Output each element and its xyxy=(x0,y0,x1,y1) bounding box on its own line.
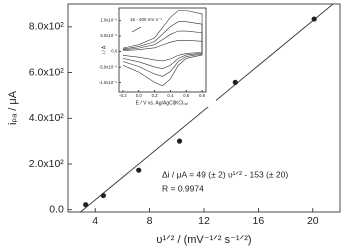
x-tick-label: 16 xyxy=(253,215,265,227)
cv-curve xyxy=(122,40,203,62)
data-point xyxy=(311,16,317,22)
y-tick-label: -5.0x10⁻⁶ xyxy=(99,64,118,69)
inset-x-label: E / V vs. Ag/AgCl|KClₛₐₜ xyxy=(136,100,189,106)
y-tick-label: 4.0x10² xyxy=(29,112,65,124)
x-tick-label: 4 xyxy=(92,215,98,227)
y-tick-label: -1.0x10⁻⁵ xyxy=(99,80,118,85)
y-tick-label: 8.0x10² xyxy=(29,21,65,33)
x-tick-label: 8 xyxy=(147,215,153,227)
inset-curves xyxy=(122,10,203,87)
data-point xyxy=(176,138,183,144)
inset-annotation: 16 - 400 mV s⁻¹ xyxy=(130,17,162,22)
x-tick-label: 12 xyxy=(198,215,210,227)
data-point xyxy=(83,202,89,208)
x-tick-label: 0.2 xyxy=(152,93,159,98)
x-tick-label: 20 xyxy=(307,215,319,227)
y-tick-label: 0.0 xyxy=(49,203,64,215)
y-tick-label: 1.0x10⁻⁵ xyxy=(100,18,117,23)
y-axis-label: iₚₐ / μA xyxy=(7,90,19,125)
data-point xyxy=(232,79,238,85)
x-tick-label: -0.2 xyxy=(119,93,127,98)
inset-arrow xyxy=(131,26,142,33)
x-tick-label: 0.6 xyxy=(183,93,190,98)
y-tick-label: 2.0x10² xyxy=(29,158,65,170)
x-tick-label: 0.4 xyxy=(167,93,174,98)
fit-line xyxy=(79,4,334,212)
data-point xyxy=(136,167,142,173)
data-point xyxy=(100,192,106,199)
x-tick-label: 0.8 xyxy=(199,93,206,98)
y-tick-label: 6.0x10² xyxy=(29,66,65,78)
y-tick-label: 5.0x10⁻⁶ xyxy=(100,33,117,38)
inset-y-label: i / A xyxy=(101,45,107,54)
x-axis-label: υ¹ᐟ² / (mV⁻¹ᐟ² s⁻¹ᐟ²) xyxy=(156,234,251,246)
annotation: Δi / μA = 49 (± 2) υ¹ᐟ² - 153 (± 20) xyxy=(162,169,288,179)
fit-group xyxy=(79,4,334,212)
x-tick-label: 0.0 xyxy=(136,93,143,98)
annotation: R = 0.9974 xyxy=(162,183,204,193)
y-tick-label: 0.0 xyxy=(111,49,118,54)
